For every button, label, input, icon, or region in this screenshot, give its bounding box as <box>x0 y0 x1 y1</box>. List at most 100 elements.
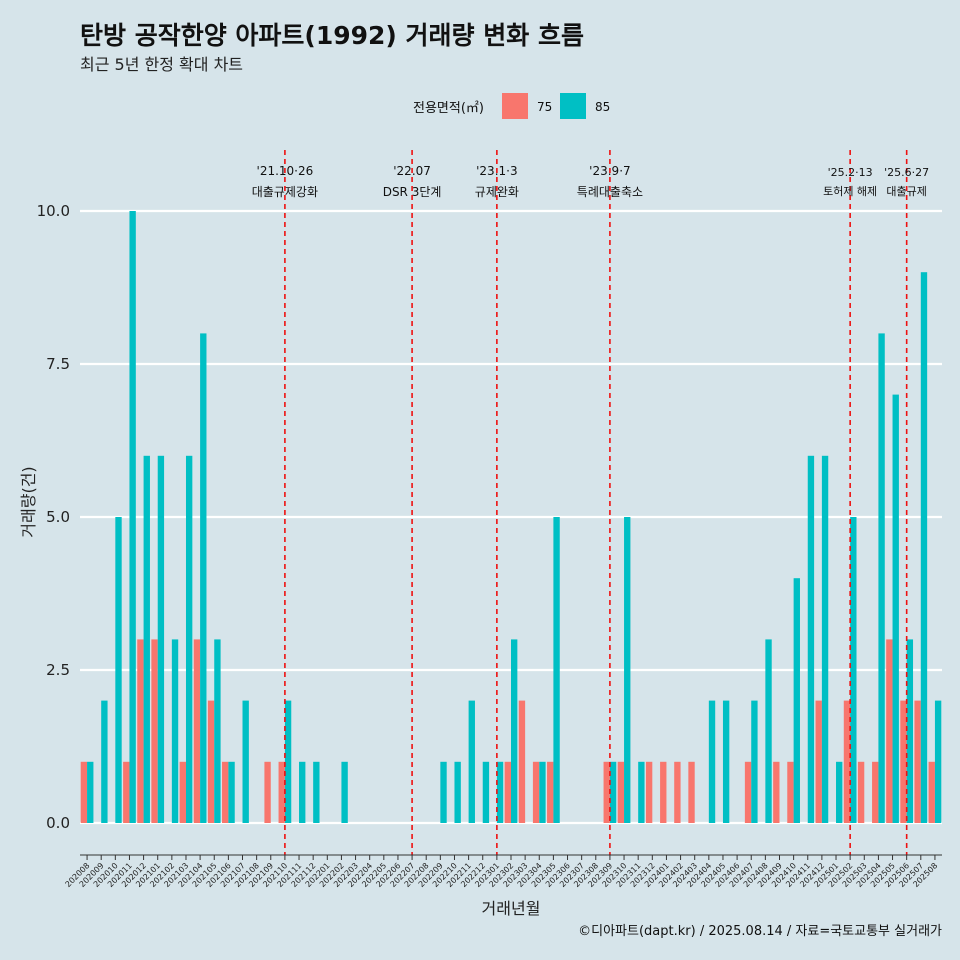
bar-75-202507 <box>914 700 921 823</box>
bar-85-202501 <box>836 761 843 823</box>
bar-75-202508 <box>928 761 935 823</box>
bar-85-202010 <box>115 517 122 823</box>
legend-label-75: 75 <box>537 100 552 114</box>
event-lines: '21.10·26 대출규제강화 '22.07 DSR 3단계 '23.1·3 규제완화 '… <box>252 150 929 855</box>
bar-85-202104 <box>200 333 207 823</box>
bar-75-202110 <box>278 761 285 823</box>
bar-75-202109 <box>264 761 271 823</box>
bar-75-202401 <box>660 761 667 823</box>
bar-85-202411 <box>807 455 815 823</box>
bar-85-202009 <box>101 700 108 823</box>
bar-85-202412 <box>821 455 829 823</box>
bar-85-202301 <box>496 761 504 823</box>
bar-75-202305 <box>547 761 554 823</box>
event-label: 특례대출축소 <box>577 185 643 199</box>
bar-75-202105 <box>207 700 215 823</box>
legend-swatch-75 <box>502 93 528 119</box>
bar-75-202303 <box>518 700 526 823</box>
chart-title: 탄방 공작한양 아파트(1992) 거래량 변화 흐름 <box>80 21 584 50</box>
bar-85-202011 <box>129 211 136 823</box>
bar-75-202403 <box>688 761 695 823</box>
legend: 전용면적(㎡) 75 85 <box>413 93 610 119</box>
bar-85-202304 <box>539 761 546 823</box>
bar-75-202310 <box>617 761 625 823</box>
bar-85-202012 <box>143 455 150 823</box>
event-date: '25.2·13 <box>828 166 873 179</box>
bar-75-202407 <box>744 761 752 823</box>
bar-75-202504 <box>872 761 879 823</box>
event-date: '25.6·27 <box>884 166 929 179</box>
event-label: 토허제 해제 <box>823 184 877 198</box>
event-date: '23.9·7 <box>589 164 630 178</box>
bar-85-202506 <box>906 639 914 823</box>
bar-85-202507 <box>920 272 928 823</box>
bar-75-202410 <box>787 761 794 823</box>
y-tick-label: 0.0 <box>46 814 70 832</box>
legend-label-85: 85 <box>595 100 610 114</box>
bar-85-202107 <box>242 700 249 823</box>
x-axis-title: 거래년월 <box>482 899 541 918</box>
bar-75-202309 <box>603 761 610 823</box>
bar-75-202506 <box>900 700 907 823</box>
bar-75-202101 <box>151 639 158 823</box>
bar-85-202302 <box>511 639 518 823</box>
bar-85-202008 <box>87 761 94 823</box>
bar-85-202305 <box>553 517 560 823</box>
bar-75-202402 <box>674 761 681 823</box>
bar-75-202304 <box>532 761 540 823</box>
bar-85-202209 <box>440 761 447 823</box>
bar-75-202103 <box>179 761 186 823</box>
bar-85-202508 <box>934 700 942 823</box>
bar-75-202302 <box>504 761 511 823</box>
bar-75-202104 <box>193 639 201 823</box>
y-axis-title: 거래량(건) <box>19 466 38 537</box>
y-axis-labels: 0.0 2.5 5.0 7.5 10.0 <box>37 202 70 832</box>
event-label: 규제완화 <box>475 185 519 199</box>
bar-85-202310 <box>624 517 631 823</box>
bar-85-202211 <box>468 700 475 823</box>
bar-85-202309 <box>609 761 617 823</box>
event-label: 대출규제 <box>886 185 926 198</box>
bar-85-202410 <box>793 578 800 823</box>
bar-85-202103 <box>185 455 193 823</box>
bar-75-202412 <box>815 700 822 823</box>
bar-85-202202 <box>341 761 348 823</box>
y-tick-label: 10.0 <box>37 202 70 220</box>
bar-85-202408 <box>765 639 772 823</box>
chart-subtitle: 최근 5년 한정 확대 차트 <box>80 55 243 74</box>
bar-75-202503 <box>857 761 865 823</box>
event-date: '23.1·3 <box>476 164 517 178</box>
bars <box>80 211 942 823</box>
y-tick-label: 5.0 <box>46 508 70 526</box>
bar-85-202101 <box>157 455 165 823</box>
bar-75-202312 <box>645 761 653 823</box>
bar-75-202502 <box>843 700 851 823</box>
legend-title: 전용면적(㎡) <box>413 101 484 116</box>
bar-85-202405 <box>722 700 730 823</box>
bar-85-202311 <box>638 761 645 823</box>
event-label: 대출규제강화 <box>252 185 318 199</box>
bar-85-202102 <box>171 639 179 823</box>
caption: ©디아파트(dapt.kr) / 2025.08.14 / 자료=국토교통부 실… <box>578 924 942 939</box>
bar-85-202112 <box>313 761 320 823</box>
y-tick-label: 7.5 <box>46 355 70 373</box>
y-tick-label: 2.5 <box>46 661 70 679</box>
bar-75-202505 <box>886 639 893 823</box>
bar-75-202011 <box>123 761 130 823</box>
bar-75-202106 <box>222 761 229 823</box>
legend-swatch-85 <box>560 93 586 119</box>
bar-85-202212 <box>482 761 490 823</box>
bar-85-202210 <box>454 761 461 823</box>
bar-75-202012 <box>137 639 144 823</box>
event-label: DSR 3단계 <box>383 185 442 199</box>
bar-85-202105 <box>214 639 221 823</box>
bar-85-202110 <box>284 700 292 823</box>
bar-85-202407 <box>751 700 758 823</box>
bar-75-202409 <box>773 761 780 823</box>
event-date: '22.07 <box>393 164 431 178</box>
bar-85-202505 <box>892 394 899 823</box>
bar-85-202404 <box>708 700 716 823</box>
bar-85-202504 <box>878 333 885 823</box>
bar-75-202008 <box>80 761 88 823</box>
